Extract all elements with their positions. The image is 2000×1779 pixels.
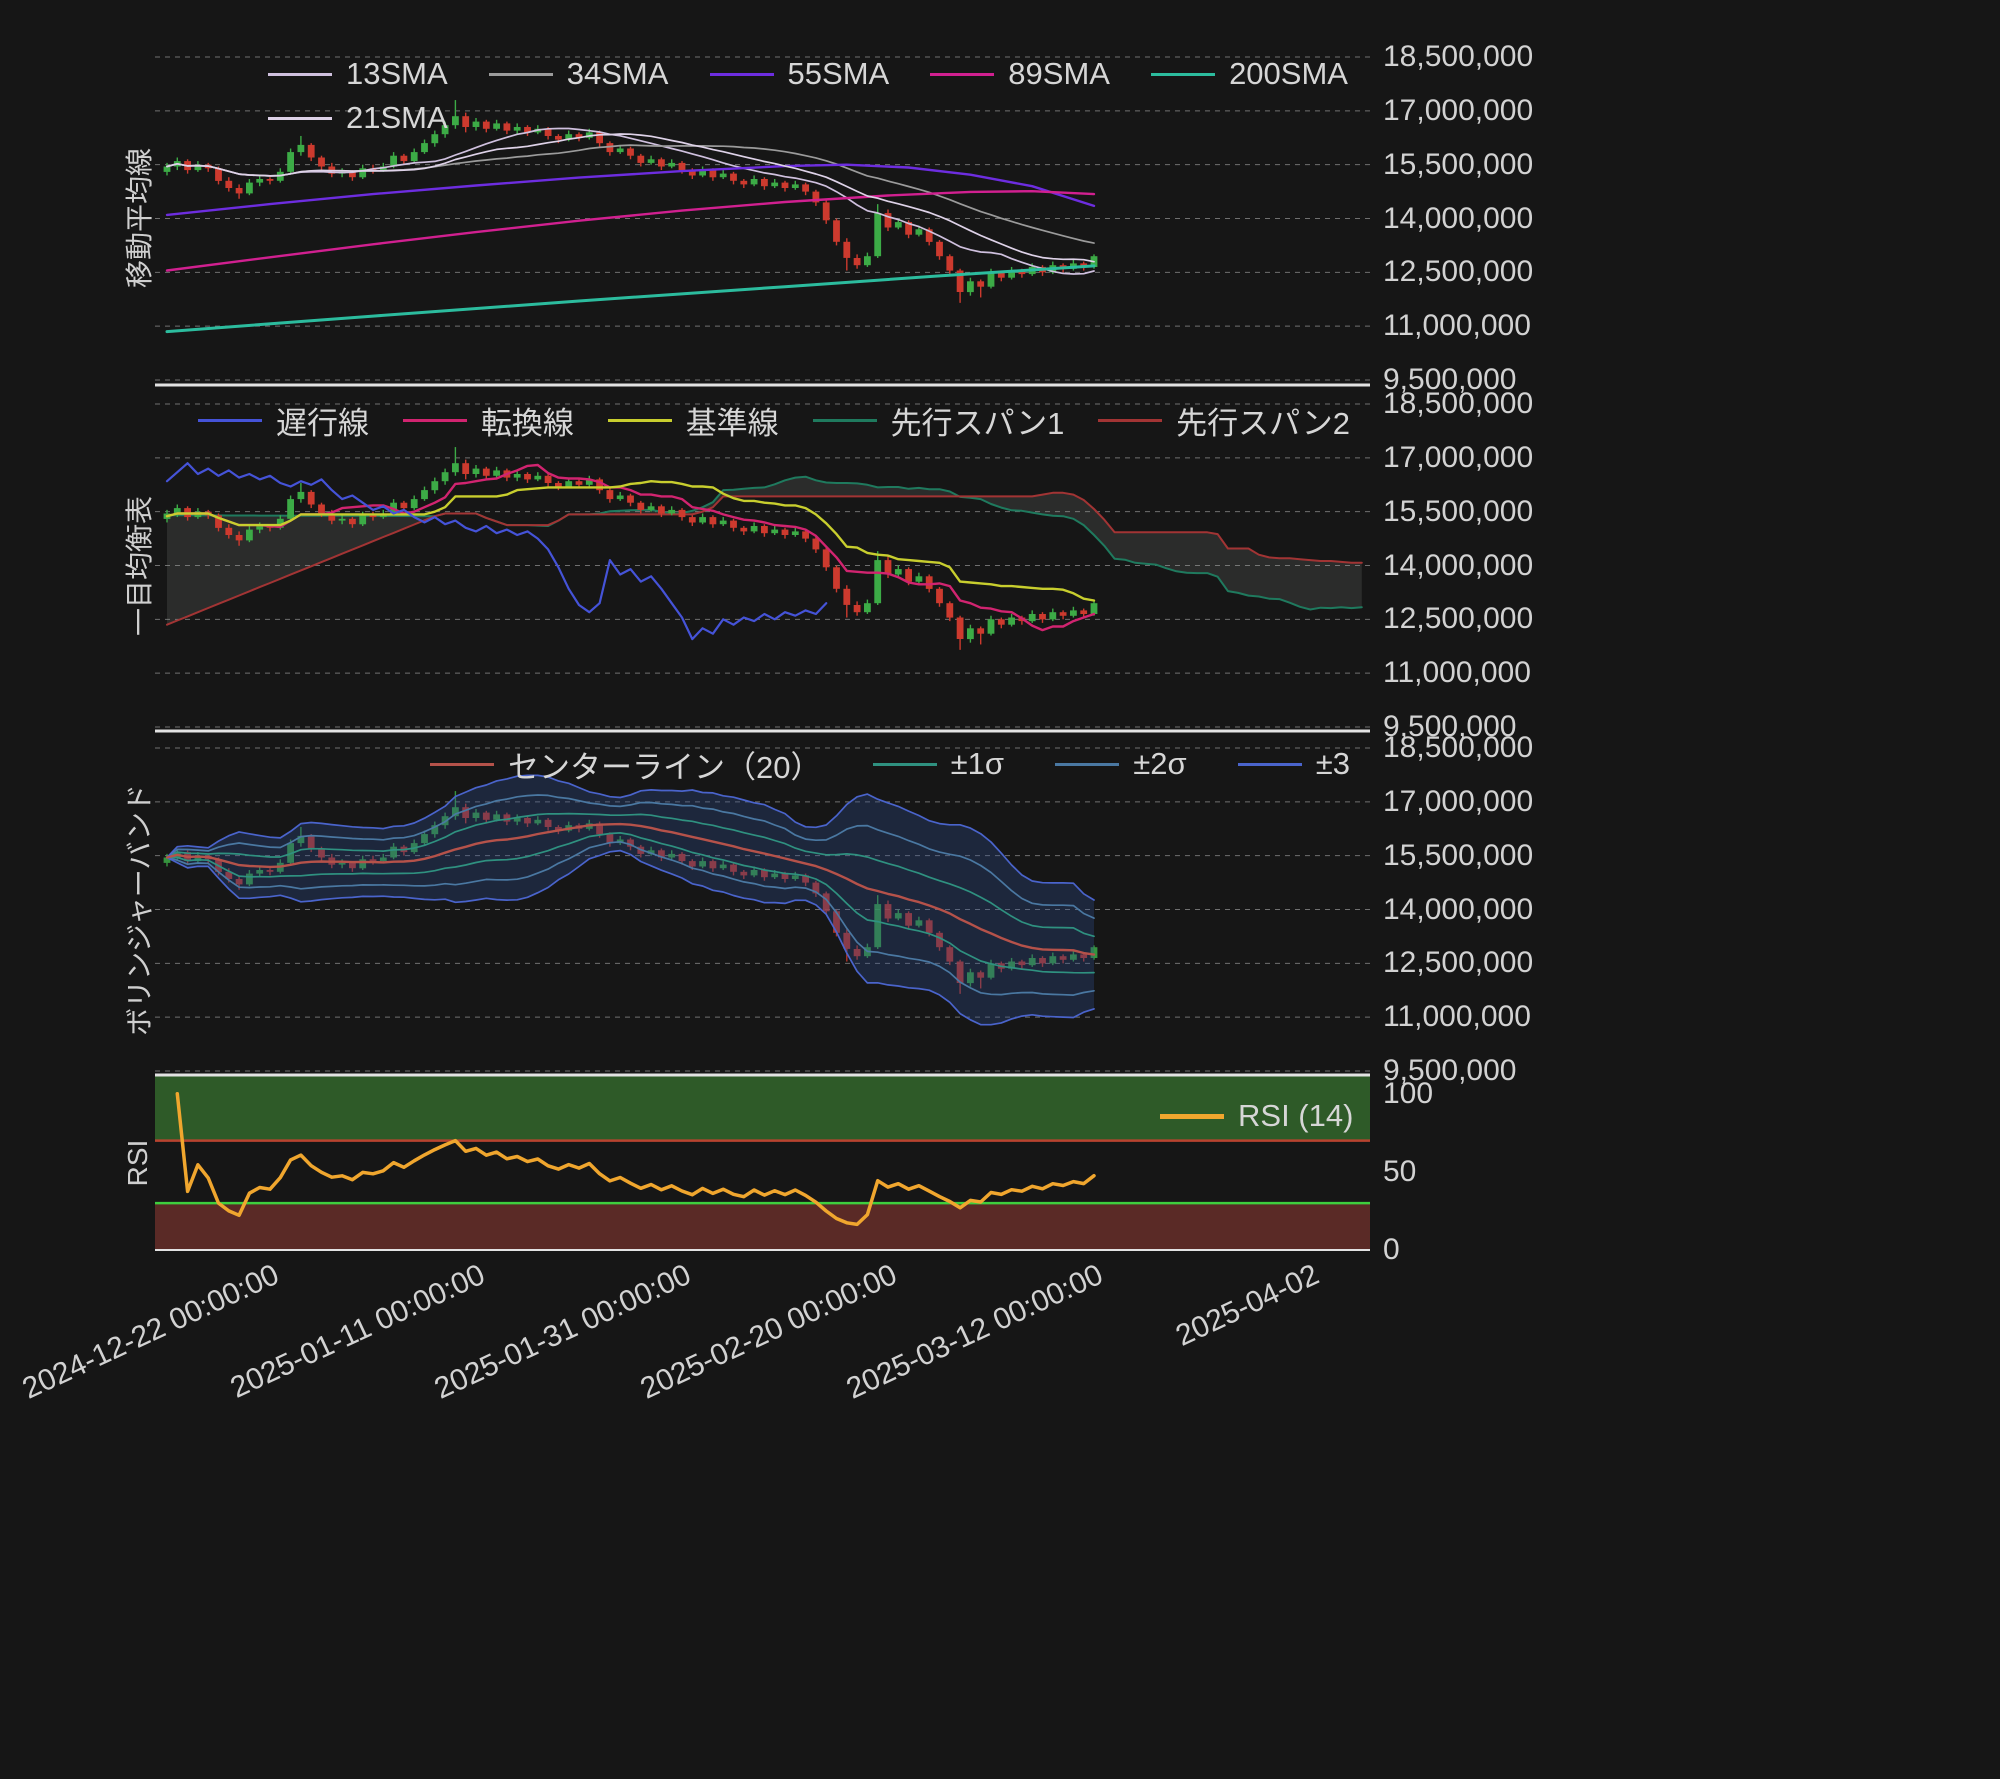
legend-label: ±2σ xyxy=(1133,746,1187,781)
legend-label: 89SMA xyxy=(1008,56,1110,91)
bollinger-legend-row: センターライン（20） ±1σ ±2σ ±3 xyxy=(430,742,1350,787)
sma-legend-row-2: 21SMA xyxy=(268,98,1348,138)
legend-label: ±3 xyxy=(1315,746,1350,781)
line-swatch-senkou-span1 xyxy=(812,418,877,422)
legend-label: 転換線 xyxy=(480,405,574,441)
sma-lines xyxy=(165,127,1096,334)
legend-label: 21SMA xyxy=(346,100,448,135)
ichimoku-legend: 遅行線 転換線 基準線 先行スパン1 先行スパン2 xyxy=(198,398,1350,443)
legend-item-89sma: 89SMA xyxy=(930,56,1110,92)
panel-separators xyxy=(155,383,1370,1251)
y-axis-tick: 18,500,000 xyxy=(1383,731,1534,764)
legend-label: 先行スパン1 xyxy=(890,405,1065,441)
y-axis-tick: 9,500,000 xyxy=(1383,710,1517,743)
y-axis-tick: 18,500,000 xyxy=(1383,387,1534,420)
legend-item-tenkan: 転換線 xyxy=(402,398,574,443)
legend-item-34sma: 34SMA xyxy=(488,56,669,92)
y-axis-tick: 11,000,000 xyxy=(1383,656,1531,690)
legend-label: センターライン（20） xyxy=(508,749,822,785)
y-axis-tick: 17,000,000 xyxy=(1383,93,1534,127)
y-axis-tick: 15,500,000 xyxy=(1383,838,1534,872)
panel-axis-label-sma: 移動平均線 xyxy=(124,147,155,289)
y-axis-tick: 9,500,000 xyxy=(1383,1054,1517,1087)
legend-item-rsi: RSI (14) xyxy=(1160,1098,1353,1134)
y-axis-tick: 14,000,000 xyxy=(1383,201,1534,235)
line-swatch-13sma xyxy=(268,72,332,76)
y-axis-tick: 12,500,000 xyxy=(1383,255,1534,289)
legend-label: RSI (14) xyxy=(1238,1098,1354,1133)
y-axis-tick: 12,500,000 xyxy=(1383,946,1534,980)
legend-label: ±1σ xyxy=(950,746,1005,781)
legend-item-21sma: 21SMA xyxy=(268,100,448,136)
ichimoku-legend-row: 遅行線 転換線 基準線 先行スパン1 先行スパン2 xyxy=(198,398,1350,443)
y-axis-tick: 100 xyxy=(1383,1076,1434,1110)
panel-axis-label-rsi: RSI xyxy=(122,1139,153,1187)
y-axis-tick: 12,500,000 xyxy=(1383,602,1534,636)
line-swatch-kijun xyxy=(607,418,672,422)
line-swatch-senkou-span2 xyxy=(1098,418,1163,422)
line-swatch-200sma xyxy=(1151,72,1216,76)
sma-legend-row-1: 13SMA 34SMA 55SMA 89SMA 200SMA xyxy=(268,54,1348,94)
legend-label: 遅行線 xyxy=(276,405,369,441)
y-axis-tick: 14,000,000 xyxy=(1383,892,1534,926)
y-axis-tick: 17,000,000 xyxy=(1383,440,1534,474)
y-axis-tick: 17,000,000 xyxy=(1383,784,1534,818)
rsi-legend-row: RSI (14) xyxy=(1160,1096,1353,1136)
legend-label: 200SMA xyxy=(1229,56,1348,91)
line-swatch-3sigma xyxy=(1237,762,1302,766)
legend-item-senkou-span2: 先行スパン2 xyxy=(1098,398,1350,443)
line-swatch-21sma xyxy=(268,116,332,120)
line-swatch-tenkan xyxy=(402,418,467,422)
legend-item-200sma: 200SMA xyxy=(1151,56,1348,92)
y-axis-tick: 0 xyxy=(1383,1233,1400,1266)
bollinger-panel-candles xyxy=(163,791,1098,994)
legend-label: 55SMA xyxy=(787,56,890,91)
legend-label: 34SMA xyxy=(566,56,669,91)
ichimoku-cloud xyxy=(166,475,1363,626)
legend-item-13sma: 13SMA xyxy=(268,56,448,92)
legend-item-senkou-span1: 先行スパン1 xyxy=(812,398,1065,443)
line-swatch-2sigma xyxy=(1055,762,1120,766)
line-swatch-rsi xyxy=(1160,1113,1224,1119)
y-axis-tick: 18,500,000 xyxy=(1383,40,1534,73)
legend-item-2sigma: ±2σ xyxy=(1055,746,1187,782)
y-axis-tick: 50 xyxy=(1383,1154,1417,1188)
rsi-zones xyxy=(155,1075,1370,1250)
legend-item-chikou: 遅行線 xyxy=(198,398,369,443)
y-axis-tick: 9,500,000 xyxy=(1383,363,1517,396)
rsi-line xyxy=(175,1092,1096,1227)
line-swatch-chikou xyxy=(198,418,262,422)
legend-label: 基準線 xyxy=(685,405,779,441)
sma-legend: 13SMA 34SMA 55SMA 89SMA 200SMA 21SMA xyxy=(268,54,1348,138)
panel-axis-label-bollinger: ボリンジャーバンド xyxy=(124,784,155,1036)
y-axis-tick: 11,000,000 xyxy=(1383,309,1531,343)
legend-item-3sigma: ±3 xyxy=(1237,746,1350,782)
y-axis-tick: 11,000,000 xyxy=(1383,1000,1531,1034)
legend-item-centerline: センターライン（20） xyxy=(430,742,821,787)
line-swatch-34sma xyxy=(488,72,553,76)
line-swatch-89sma xyxy=(930,72,995,76)
legend-label: 13SMA xyxy=(346,56,448,91)
bollinger-legend: センターライン（20） ±1σ ±2σ ±3 xyxy=(430,742,1350,787)
legend-item-1sigma: ±1σ xyxy=(872,746,1005,782)
line-swatch-1sigma xyxy=(872,762,937,766)
legend-label: 先行スパン2 xyxy=(1176,405,1350,441)
y-axis-tick: 15,500,000 xyxy=(1383,494,1534,528)
panel-axis-label-ichimoku: 一目均衡表 xyxy=(124,495,155,637)
line-swatch-centerline xyxy=(430,762,494,766)
gridlines xyxy=(155,56,1370,1072)
line-swatch-55sma xyxy=(709,72,774,76)
legend-item-55sma: 55SMA xyxy=(709,56,890,92)
rsi-legend: RSI (14) xyxy=(1160,1096,1353,1136)
legend-item-kijun: 基準線 xyxy=(607,398,779,443)
ichimoku-lines xyxy=(165,462,1096,641)
y-axis-tick: 15,500,000 xyxy=(1383,147,1534,181)
bollinger-bands xyxy=(165,774,1096,1026)
y-axis-tick: 14,000,000 xyxy=(1383,548,1534,582)
